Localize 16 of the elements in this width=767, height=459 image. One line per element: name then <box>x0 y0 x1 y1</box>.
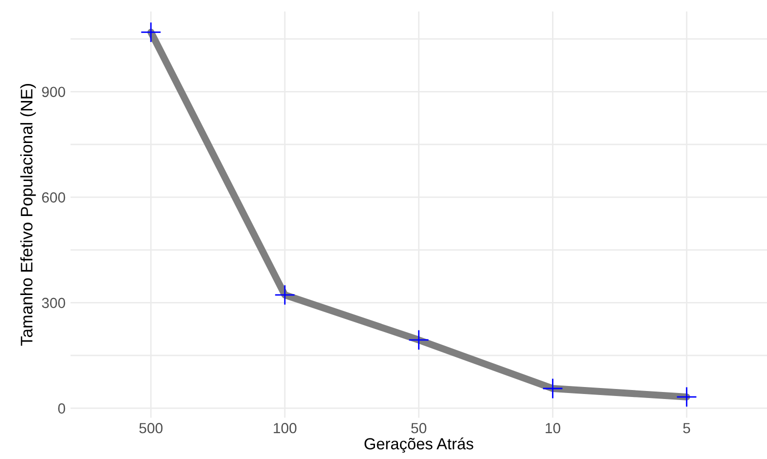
point <box>274 284 296 306</box>
y-tick-label: 0 <box>58 403 66 414</box>
point <box>542 378 564 399</box>
x-tick-label: 100 <box>274 422 296 434</box>
point <box>676 386 698 408</box>
x-tick-label: 500 <box>139 422 163 434</box>
x-tick-label: 10 <box>546 422 560 434</box>
point <box>408 330 430 350</box>
y-tick-label: 900 <box>42 86 66 98</box>
y-axis-title: Tamanho Efetivo Populacional (NE) <box>20 84 36 346</box>
x-tick-label: 50 <box>411 422 426 434</box>
x-axis-title: Gerações Atrás <box>364 438 474 453</box>
y-tick-label: 300 <box>42 298 66 308</box>
x-tick-label: 5 <box>683 423 690 434</box>
point <box>140 22 162 43</box>
y-tick-label: 600 <box>42 192 66 203</box>
